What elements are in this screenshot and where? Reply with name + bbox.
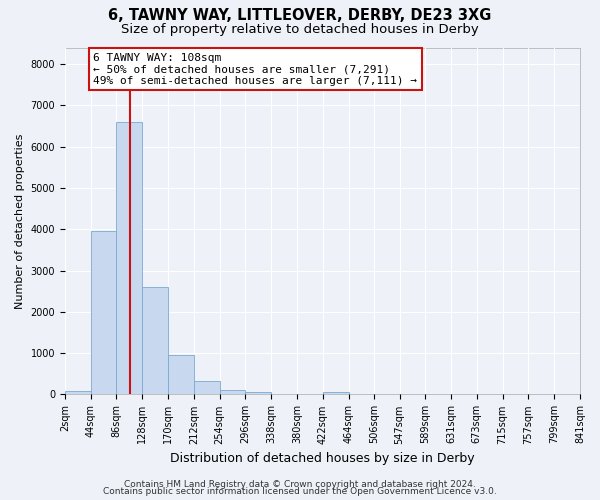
Bar: [168, 355, 194, 395]
Bar: [116, 122, 142, 394]
Bar: [323, 392, 349, 394]
Bar: [220, 390, 245, 394]
Bar: [65, 392, 91, 394]
Y-axis label: Number of detached properties: Number of detached properties: [15, 134, 25, 308]
Text: 6, TAWNY WAY, LITTLEOVER, DERBY, DE23 3XG: 6, TAWNY WAY, LITTLEOVER, DERBY, DE23 3X…: [109, 8, 491, 22]
Text: 6 TAWNY WAY: 108sqm
← 50% of detached houses are smaller (7,291)
49% of semi-det: 6 TAWNY WAY: 108sqm ← 50% of detached ho…: [93, 52, 417, 86]
Bar: [194, 381, 220, 394]
Bar: [245, 392, 271, 394]
Text: Contains public sector information licensed under the Open Government Licence v3: Contains public sector information licen…: [103, 488, 497, 496]
Bar: [142, 287, 168, 395]
Text: Contains HM Land Registry data © Crown copyright and database right 2024.: Contains HM Land Registry data © Crown c…: [124, 480, 476, 489]
Text: Size of property relative to detached houses in Derby: Size of property relative to detached ho…: [121, 22, 479, 36]
X-axis label: Distribution of detached houses by size in Derby: Distribution of detached houses by size …: [170, 452, 475, 465]
Bar: [91, 232, 116, 394]
